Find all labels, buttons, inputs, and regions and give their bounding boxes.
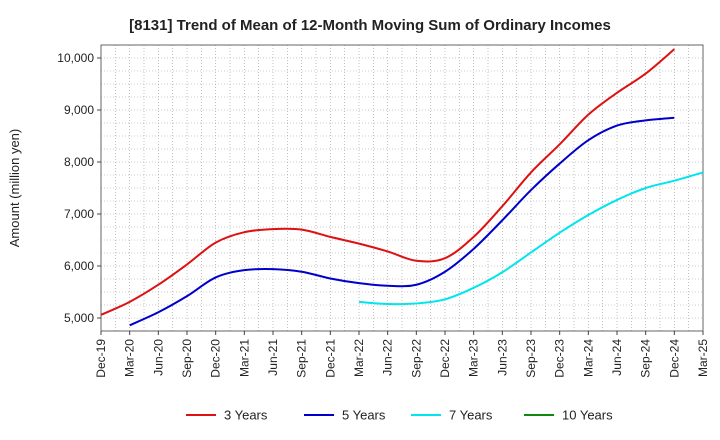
y-tick-label: 8,000 — [64, 155, 94, 169]
x-tick-label: Dec-22 — [438, 339, 452, 378]
series-line-3-years — [100, 48, 675, 316]
y-tick-label: 7,000 — [64, 207, 94, 221]
x-tick-label: Sep-23 — [524, 339, 538, 378]
x-tick-label: Mar-21 — [237, 339, 251, 377]
x-tick-label: Jun-24 — [610, 339, 624, 376]
legend: 3 Years 5 Years 7 Years 10 Years — [186, 408, 613, 423]
x-tick-label: Sep-22 — [409, 339, 423, 378]
x-axis: Dec-19 Mar-20 Jun-20 Sep-20 Dec-20 Mar-21 Jun-… — [94, 331, 710, 378]
plot-frame — [100, 44, 704, 332]
x-tick-label: Mar-25 — [696, 339, 710, 377]
x-tick-label: Sep-20 — [180, 339, 194, 378]
x-tick-label: Dec-21 — [323, 339, 337, 378]
legend-label: 3 Years — [224, 408, 268, 423]
legend-item-7-years: 7 Years — [411, 408, 493, 423]
x-tick-label: Jun-20 — [151, 339, 165, 376]
series-lines — [100, 48, 704, 327]
x-tick-label: Jun-22 — [381, 339, 395, 376]
y-tick-label: 5,000 — [64, 311, 94, 325]
y-tick-label: 6,000 — [64, 259, 94, 273]
y-tick-label: 10,000 — [57, 51, 94, 65]
grid — [100, 45, 704, 331]
legend-label: 5 Years — [342, 408, 386, 423]
y-tick-label: 9,000 — [64, 103, 94, 117]
x-tick-label: Mar-24 — [581, 339, 595, 377]
x-tick-label: Dec-20 — [209, 339, 223, 378]
legend-label: 7 Years — [449, 408, 493, 423]
x-tick-label: Jun-23 — [495, 339, 509, 376]
series-line-5-years — [129, 116, 675, 327]
x-tick-label: Mar-23 — [467, 339, 481, 377]
y-axis: 5,000 6,000 7,000 8,000 9,000 10,000 — [57, 51, 101, 325]
legend-label: 10 Years — [562, 408, 613, 423]
legend-item-5-years: 5 Years — [304, 408, 386, 423]
legend-item-3-years: 3 Years — [186, 408, 268, 423]
x-tick-label: Jun-21 — [266, 339, 280, 376]
series-line-7-years — [358, 171, 704, 306]
x-tick-label: Sep-24 — [639, 339, 653, 378]
chart-title: [8131] Trend of Mean of 12-Month Moving … — [129, 17, 611, 34]
x-tick-label: Dec-24 — [667, 339, 681, 378]
x-tick-label: Mar-20 — [123, 339, 137, 377]
x-tick-label: Dec-19 — [94, 339, 108, 378]
x-tick-label: Sep-21 — [295, 339, 309, 378]
legend-item-10-years: 10 Years — [524, 408, 613, 423]
x-tick-label: Dec-23 — [553, 339, 567, 378]
y-axis-label: Amount (million yen) — [7, 129, 22, 248]
x-tick-label: Mar-22 — [352, 339, 366, 377]
